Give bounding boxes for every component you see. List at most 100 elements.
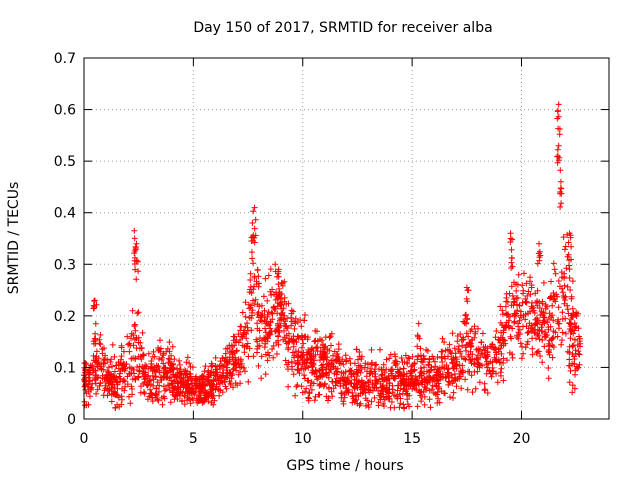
data-point <box>426 356 433 363</box>
data-point <box>189 364 196 371</box>
data-point <box>173 374 180 381</box>
data-point <box>183 384 190 391</box>
data-point <box>131 321 138 328</box>
data-point <box>240 331 247 338</box>
data-point <box>342 352 349 359</box>
data-point <box>305 364 312 371</box>
data-point <box>545 375 552 382</box>
data-point <box>242 368 248 375</box>
data-point <box>566 356 573 363</box>
data-point <box>562 243 569 250</box>
data-point <box>348 380 355 387</box>
data-point <box>557 189 564 195</box>
data-point <box>508 335 515 342</box>
data-point <box>136 345 143 352</box>
data-point <box>478 339 485 346</box>
data-point <box>265 309 272 315</box>
data-point <box>362 387 369 394</box>
data-point <box>431 358 438 365</box>
data-point <box>144 382 151 389</box>
data-point <box>329 393 336 400</box>
data-point <box>403 386 410 393</box>
y-tick-label: 0 <box>67 412 76 428</box>
data-point <box>168 366 175 373</box>
data-point <box>418 372 425 379</box>
data-point <box>475 325 481 332</box>
data-point <box>231 333 238 340</box>
data-point <box>134 364 141 370</box>
data-point <box>487 370 494 377</box>
data-point <box>262 340 269 347</box>
data-point <box>264 313 271 320</box>
data-point <box>523 280 530 287</box>
data-point <box>544 319 551 326</box>
data-point <box>454 338 461 345</box>
data-point <box>170 360 176 367</box>
data-point <box>147 386 154 393</box>
data-point <box>285 383 292 390</box>
data-point <box>514 332 521 339</box>
data-point <box>359 386 365 393</box>
data-point <box>312 327 319 334</box>
data-point <box>456 370 463 377</box>
data-point <box>129 391 136 398</box>
data-point <box>93 390 100 397</box>
data-point <box>217 387 224 394</box>
data-point <box>435 377 442 384</box>
data-point <box>558 269 565 276</box>
data-point <box>313 373 320 380</box>
data-point <box>569 278 576 285</box>
data-point <box>289 318 295 325</box>
data-point <box>550 290 557 296</box>
data-point <box>460 336 467 343</box>
data-point <box>132 327 139 334</box>
data-point <box>108 356 115 363</box>
data-point <box>436 399 443 406</box>
data-point <box>537 353 544 359</box>
data-point <box>534 287 541 294</box>
data-point <box>223 367 230 374</box>
data-point <box>435 385 442 392</box>
data-point <box>301 375 308 382</box>
data-point <box>128 335 134 342</box>
data-point <box>248 315 255 322</box>
data-point <box>449 330 456 337</box>
data-point <box>516 317 523 324</box>
data-point <box>367 377 373 384</box>
data-point <box>536 248 543 255</box>
data-point <box>541 343 548 350</box>
data-point <box>557 167 564 174</box>
data-point <box>492 334 499 341</box>
data-point <box>262 275 269 282</box>
data-point <box>325 362 332 369</box>
data-point <box>383 356 390 363</box>
x-tick-label: 5 <box>189 431 198 447</box>
data-point <box>396 368 403 375</box>
data-point <box>98 366 105 373</box>
data-point <box>274 310 281 317</box>
data-point <box>170 391 177 398</box>
data-point <box>418 398 425 405</box>
data-point <box>371 384 378 391</box>
data-point <box>567 287 574 293</box>
data-point <box>261 318 268 324</box>
data-point <box>224 356 231 363</box>
data-point <box>567 335 574 342</box>
data-point <box>446 374 453 381</box>
data-point <box>262 371 269 378</box>
data-point <box>534 331 541 338</box>
data-point <box>248 234 255 241</box>
data-point <box>186 360 193 367</box>
data-point <box>469 389 476 396</box>
data-point <box>426 396 433 403</box>
data-point <box>210 401 217 408</box>
data-point <box>146 377 153 384</box>
data-point <box>352 397 359 404</box>
data-point <box>116 373 123 380</box>
data-point <box>244 327 251 334</box>
data-point <box>305 397 312 404</box>
data-point <box>304 356 311 363</box>
data-point <box>348 370 355 377</box>
data-point <box>460 369 466 376</box>
